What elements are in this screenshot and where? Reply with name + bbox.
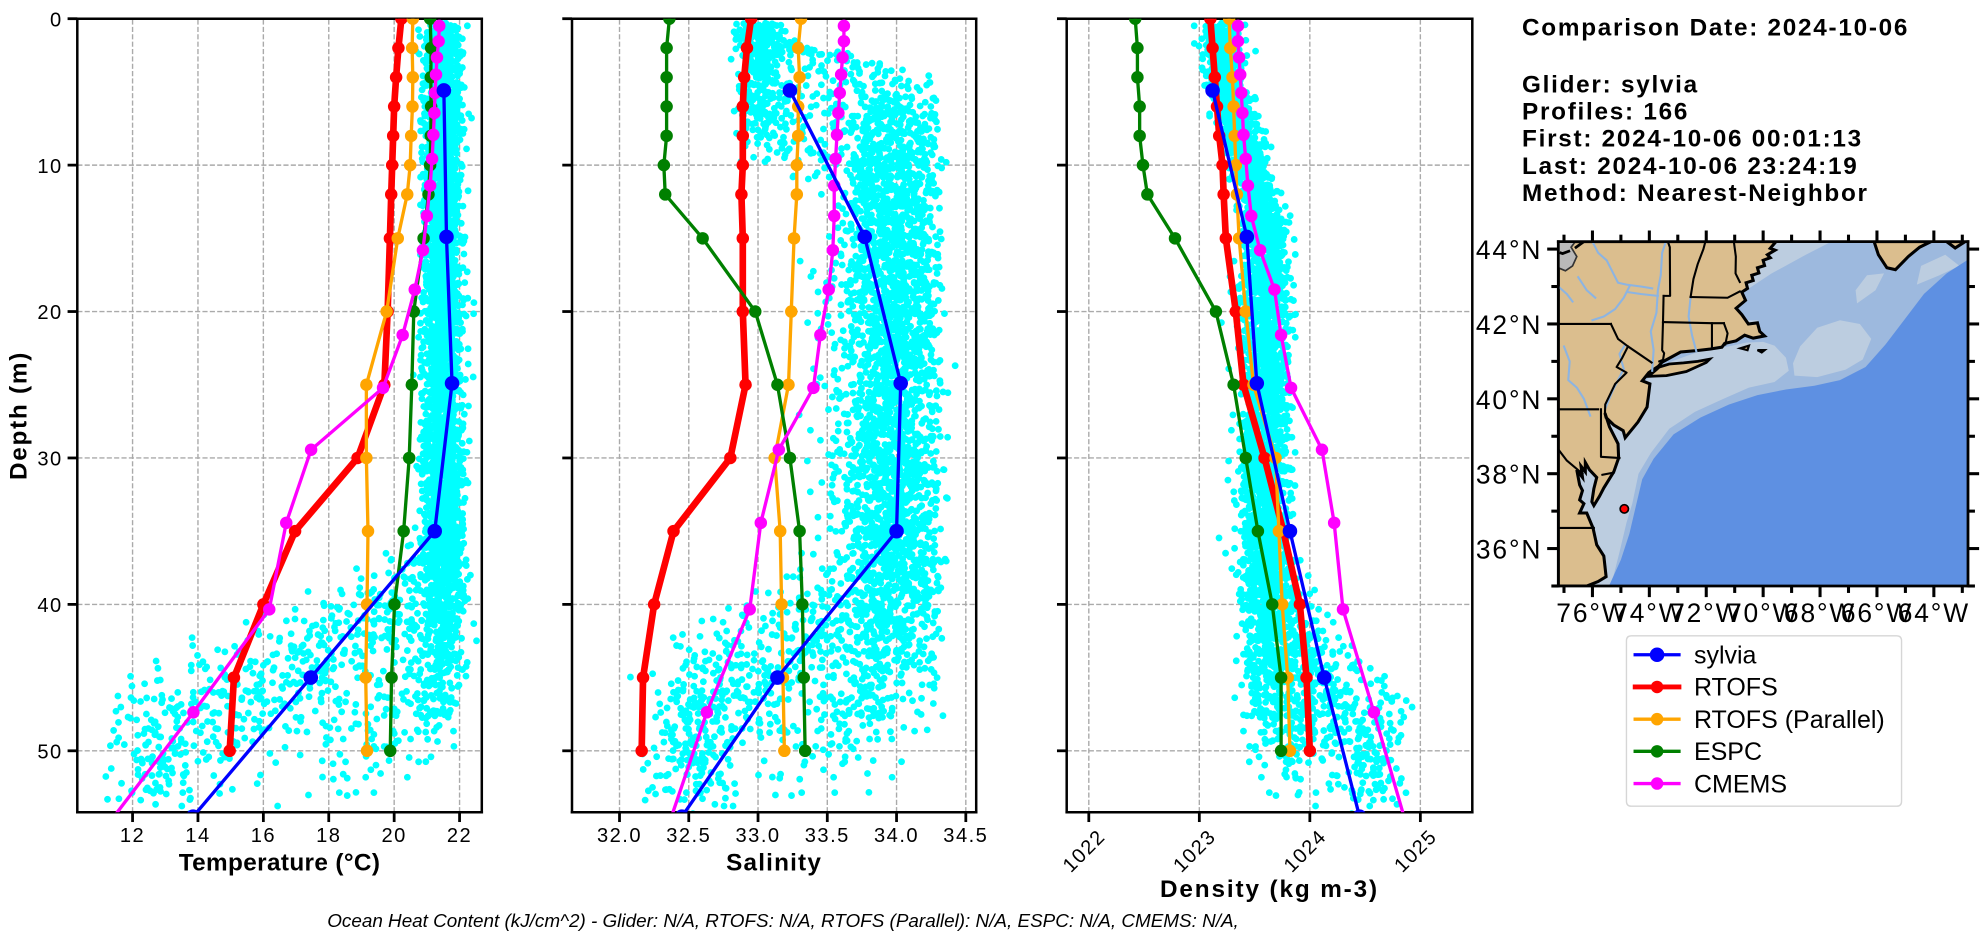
svg-text:sylvia: sylvia bbox=[1694, 642, 1757, 670]
svg-text:40°N: 40°N bbox=[1476, 385, 1542, 415]
svg-text:0: 0 bbox=[50, 9, 63, 31]
svg-text:20: 20 bbox=[37, 302, 62, 324]
svg-text:Profiles: 166: Profiles: 166 bbox=[1522, 99, 1689, 126]
svg-text:Method: Nearest-Neighbor: Method: Nearest-Neighbor bbox=[1522, 180, 1869, 207]
svg-text:38°N: 38°N bbox=[1476, 460, 1542, 490]
svg-text:36°N: 36°N bbox=[1476, 535, 1542, 565]
svg-text:12: 12 bbox=[120, 825, 145, 847]
svg-text:72°W: 72°W bbox=[1670, 598, 1742, 628]
svg-text:Temperature (°C): Temperature (°C) bbox=[179, 849, 381, 876]
svg-text:64°W: 64°W bbox=[1898, 598, 1970, 628]
svg-text:32.5: 32.5 bbox=[666, 825, 711, 847]
svg-text:44°N: 44°N bbox=[1476, 235, 1542, 265]
svg-text:34.5: 34.5 bbox=[943, 825, 988, 847]
svg-text:Ocean Heat Content (kJ/cm^2) -: Ocean Heat Content (kJ/cm^2) - Glider: N… bbox=[327, 911, 1239, 932]
svg-text:32.0: 32.0 bbox=[597, 825, 642, 847]
svg-text:76°W: 76°W bbox=[1556, 598, 1628, 628]
svg-text:Depth (m): Depth (m) bbox=[5, 351, 32, 480]
svg-text:66°W: 66°W bbox=[1841, 598, 1913, 628]
svg-text:30: 30 bbox=[37, 449, 62, 471]
svg-text:Salinity: Salinity bbox=[726, 849, 822, 876]
svg-text:RTOFS: RTOFS bbox=[1694, 674, 1778, 702]
svg-text:68°W: 68°W bbox=[1784, 598, 1856, 628]
svg-text:First: 2024-10-06 00:01:13: First: 2024-10-06 00:01:13 bbox=[1522, 126, 1863, 153]
svg-text:22: 22 bbox=[447, 825, 472, 847]
svg-text:10: 10 bbox=[37, 156, 62, 178]
svg-text:Glider: sylvia: Glider: sylvia bbox=[1522, 71, 1699, 98]
svg-text:20: 20 bbox=[382, 825, 407, 847]
svg-text:34.0: 34.0 bbox=[874, 825, 919, 847]
svg-text:74°W: 74°W bbox=[1613, 598, 1685, 628]
svg-text:CMEMS: CMEMS bbox=[1694, 770, 1787, 798]
svg-text:Comparison Date: 2024-10-06: Comparison Date: 2024-10-06 bbox=[1522, 15, 1909, 42]
svg-text:50: 50 bbox=[37, 741, 62, 763]
svg-text:40: 40 bbox=[37, 595, 62, 617]
svg-text:33.5: 33.5 bbox=[805, 825, 850, 847]
svg-text:18: 18 bbox=[316, 825, 341, 847]
svg-text:Last: 2024-10-06 23:24:19: Last: 2024-10-06 23:24:19 bbox=[1522, 153, 1859, 180]
svg-text:33.0: 33.0 bbox=[736, 825, 781, 847]
svg-text:Density (kg m-3): Density (kg m-3) bbox=[1160, 876, 1379, 903]
svg-text:70°W: 70°W bbox=[1727, 598, 1799, 628]
svg-text:ESPC: ESPC bbox=[1694, 738, 1762, 766]
svg-text:RTOFS (Parallel): RTOFS (Parallel) bbox=[1694, 706, 1885, 734]
svg-text:14: 14 bbox=[185, 825, 210, 847]
svg-text:16: 16 bbox=[251, 825, 276, 847]
svg-text:42°N: 42°N bbox=[1476, 310, 1542, 340]
